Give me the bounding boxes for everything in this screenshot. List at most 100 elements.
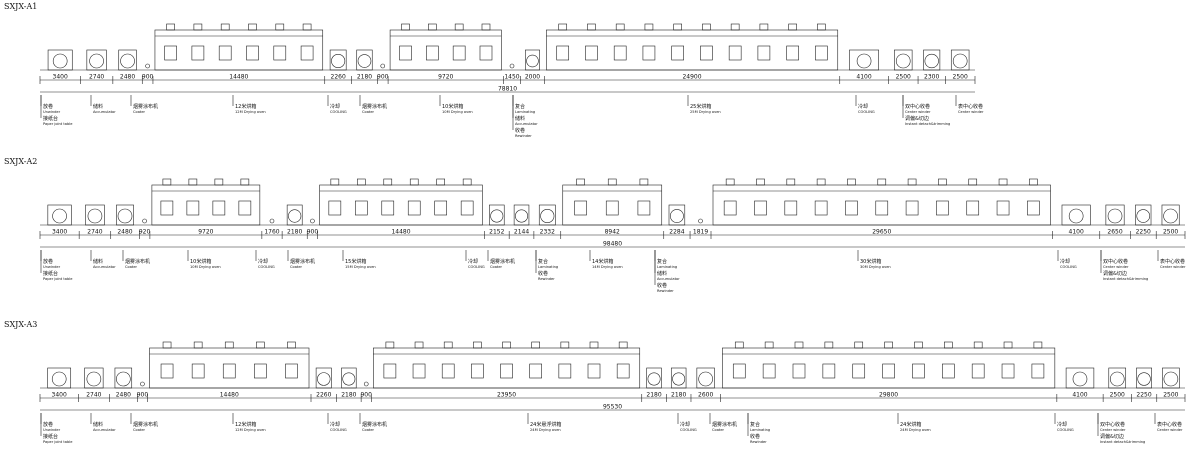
total-length: 78810 [498,86,517,93]
frame [47,49,73,71]
roller [526,54,539,68]
station-name-en: Accumulator [93,428,116,432]
dimension-label: 14480 [220,392,239,399]
oven-section [845,200,858,216]
line-title: SXJX-A2 [4,157,37,166]
oven-section [328,200,342,216]
oven-section [912,363,925,379]
exhaust-fan [224,341,234,349]
station-name: 12米烘箱 [235,103,256,110]
oven-section [587,363,601,379]
oven-section [407,200,421,216]
exhaust-fan [788,23,797,31]
oven-section [732,363,746,379]
oven-section [671,45,684,61]
dimension-label: 4100 [1072,392,1087,399]
station-name-en: 14M Drying oven [592,265,623,269]
oven-section [471,363,484,379]
roller [698,371,713,387]
roller [52,208,67,224]
oven-section [254,363,267,379]
station-name-en: Unwinder [43,265,61,269]
station-name-en: Accumulator [93,110,116,114]
exhaust-fan [454,23,464,31]
station-name-en: COOLING [330,428,347,432]
station-name-en: Paper joint table [43,122,73,126]
frame [538,204,556,226]
station-name-en: Coater [362,110,375,114]
oven-section [616,363,630,379]
dimension-label: 2260 [316,392,331,399]
dimension-label: 2740 [89,74,104,81]
station-name-en: Center winder [958,110,984,114]
station-name: 复合 [515,103,525,110]
frame [356,49,373,71]
station-name: 放卷 [43,421,53,428]
station-name-en: 10M Drying oven [442,110,473,114]
production-line: SXJX-A2 3400 2740 2480 920 9720 1760 2180 900 144… [4,157,1186,293]
station-name-en: 24M Drying oven [900,428,931,432]
line-title: SXJX-A1 [4,2,37,11]
exhaust-fan [914,341,923,349]
exhaust-fan [759,23,769,31]
exhaust-fan [166,23,175,31]
exhaust-fan [560,341,570,349]
oven [546,29,839,71]
oven-section [273,45,287,61]
exhaust-fan [330,178,340,186]
station-name-en: COOLING [1060,265,1077,269]
station-name-en: Instant detach&trimming [905,122,950,126]
roller [87,208,103,224]
frame [1108,367,1127,389]
oven-section [441,363,455,379]
roller [117,208,133,224]
dimension-label: 9720 [438,74,453,81]
frame [84,367,104,389]
exhaust-fan [357,178,366,186]
station-name: 烟雾涂布机 [133,421,158,428]
exhaust-fan [756,178,765,186]
oven [389,29,502,71]
dimension-label: 2180 [341,392,356,399]
dimension-label: 29650 [872,229,891,236]
station-name: 储料 [93,258,103,265]
oven-section [285,363,298,379]
oven-section [905,200,919,216]
oven-section [574,200,587,216]
station-name: 放卷 [43,258,53,265]
station-name: 双中心收卷 [905,103,930,110]
frame [315,367,332,389]
oven-section [784,200,798,216]
frame [950,49,970,71]
exhaust-fan [644,23,654,31]
production-line: SXJX-A1 3400 2740 2480 900 14480 2260 2180 900 97… [4,2,984,138]
station-name: 烟雾涂布机 [490,258,515,265]
station-name-en: Rewinder [750,440,767,444]
oven-section [479,45,493,61]
roller [540,208,555,224]
station-name-en: COOLING [680,428,697,432]
frame [1061,204,1091,226]
roller [1163,208,1178,224]
station-name: 调偏&切边 [1100,433,1124,440]
station-name: 烟雾涂布机 [290,258,315,265]
station-name-en: COOLING [1057,428,1074,432]
station-name: 烟雾涂布机 [362,421,387,428]
dimension-label: 2250 [1136,229,1151,236]
exhaust-fan [214,178,224,186]
station-name-en: Laminating [750,428,770,432]
exhaust-fan [193,23,203,31]
station-name-en: Unwinder [43,428,61,432]
roller [1136,209,1151,223]
station-name: 表中心收卷 [1157,421,1182,428]
oven-section [452,45,466,61]
dimension-label: 2480 [117,229,132,236]
station-name-en: Coater [362,428,375,432]
dimension-label: 14480 [391,229,410,236]
dimension-label: 4100 [1069,229,1084,236]
oven-section [762,363,776,379]
oven-section [160,363,174,379]
station-name-en: Center winder [1103,265,1129,269]
station-name-en: COOLING [258,265,275,269]
station-name-en: Rewinder [515,134,532,138]
